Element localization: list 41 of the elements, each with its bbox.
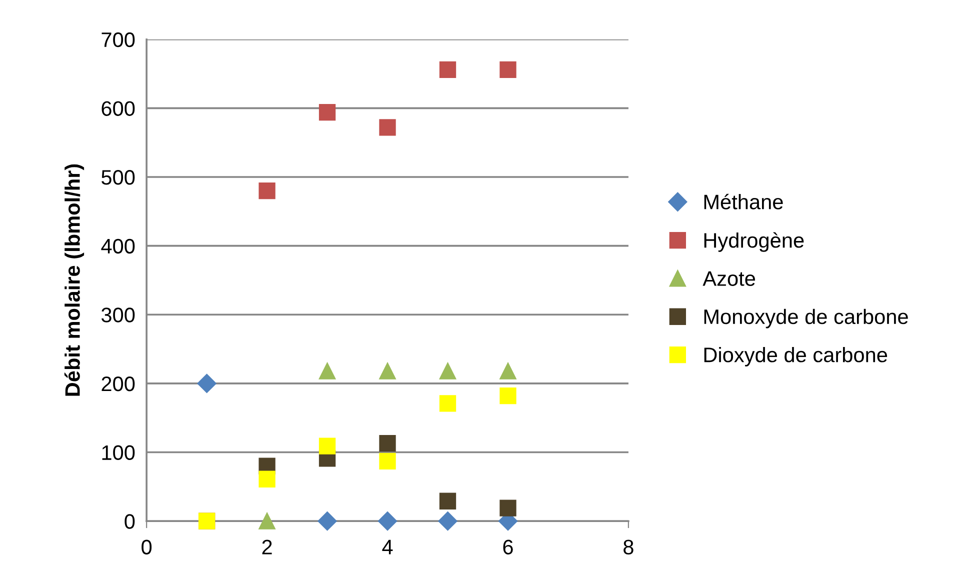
y-tick-label: 700 — [102, 32, 135, 48]
point — [318, 438, 336, 454]
x-tick-label: 8 — [624, 540, 634, 554]
point — [258, 470, 276, 488]
legend-label: Monoxyde de carbone — [704, 308, 908, 328]
point — [500, 61, 516, 78]
point — [439, 395, 456, 412]
point — [500, 362, 516, 380]
point — [379, 362, 396, 380]
point — [318, 512, 337, 531]
legend-label: Méthane — [704, 194, 783, 210]
point — [500, 388, 516, 404]
point — [379, 452, 396, 470]
x-tick-label: 6 — [503, 540, 513, 554]
x-tick-label: 4 — [382, 540, 393, 554]
point — [197, 374, 216, 393]
y-tick-label: 300 — [102, 308, 135, 322]
point — [378, 512, 398, 531]
y-tick-label: 100 — [102, 445, 135, 460]
point — [439, 61, 456, 78]
y-tick-label: 600 — [102, 101, 135, 116]
point — [500, 500, 516, 516]
point — [379, 435, 396, 452]
point — [438, 512, 458, 531]
legend-label: Hydrogène — [704, 232, 804, 252]
point — [318, 362, 336, 380]
point — [258, 182, 276, 200]
x-tick-label: 0 — [142, 540, 152, 554]
y-tick-label: 0 — [124, 514, 135, 529]
point — [439, 492, 456, 510]
point — [318, 104, 336, 121]
y-axis-title: Débit molaire (lbmol/hr) — [64, 164, 84, 396]
y-tick-label: 500 — [102, 170, 135, 185]
legend-label: Dioxyde de carbone — [704, 346, 888, 366]
y-tick-label: 400 — [101, 238, 135, 254]
point — [439, 362, 456, 380]
legend-label: Azote — [702, 271, 756, 286]
y-tick-label: 200 — [102, 376, 135, 392]
x-tick-label: 2 — [262, 540, 272, 554]
point — [258, 512, 276, 530]
point — [379, 119, 396, 136]
